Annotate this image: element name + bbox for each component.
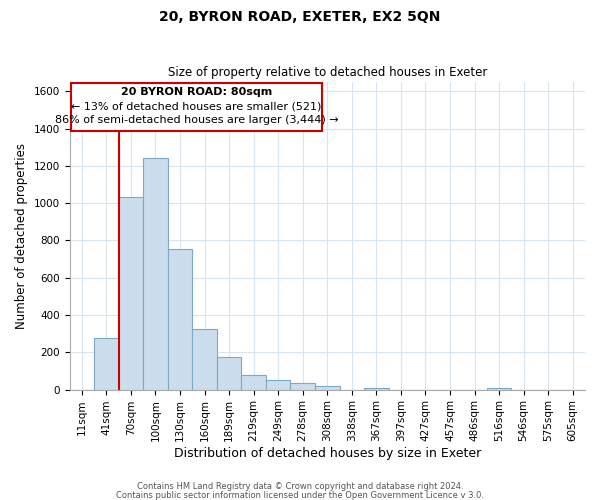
Bar [217,357,241,390]
Bar [143,158,168,390]
Text: Contains public sector information licensed under the Open Government Licence v : Contains public sector information licen… [116,490,484,500]
Title: Size of property relative to detached houses in Exeter: Size of property relative to detached ho… [167,66,487,80]
Bar [168,249,192,390]
Bar [192,329,217,390]
Text: 20 BYRON ROAD: 80sqm: 20 BYRON ROAD: 80sqm [121,87,272,97]
Text: Contains HM Land Registry data © Crown copyright and database right 2024.: Contains HM Land Registry data © Crown c… [137,482,463,491]
Text: 20, BYRON ROAD, EXETER, EX2 5QN: 20, BYRON ROAD, EXETER, EX2 5QN [160,10,440,24]
Bar [94,338,119,390]
Bar [241,374,266,390]
Bar [315,386,340,390]
Bar [266,380,290,390]
Bar [119,196,143,390]
Bar [364,388,389,390]
FancyBboxPatch shape [71,83,322,130]
X-axis label: Distribution of detached houses by size in Exeter: Distribution of detached houses by size … [173,447,481,460]
Bar [487,388,511,390]
Text: 86% of semi-detached houses are larger (3,444) →: 86% of semi-detached houses are larger (… [55,115,338,125]
Y-axis label: Number of detached properties: Number of detached properties [15,143,28,329]
Text: ← 13% of detached houses are smaller (521): ← 13% of detached houses are smaller (52… [71,101,322,111]
Bar [290,383,315,390]
